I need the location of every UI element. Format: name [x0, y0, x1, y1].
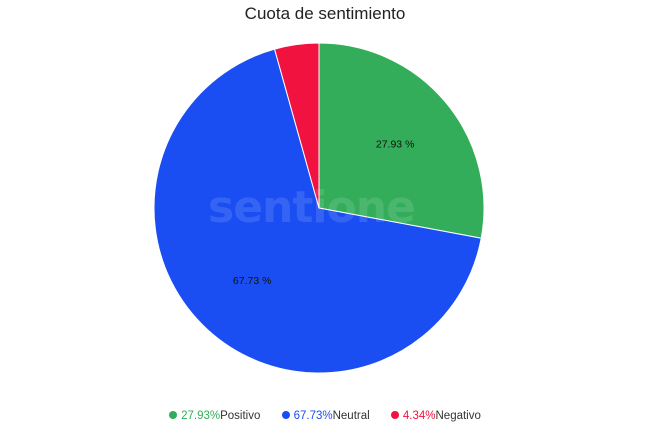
legend-item-negativo[interactable]: 4.34%Negativo	[390, 410, 481, 422]
legend-dot-positivo	[169, 411, 178, 419]
pie-slice-negativo[interactable]	[273, 42, 320, 209]
pie-slice-neutral[interactable]	[153, 48, 482, 374]
legend-pct-negativo: 4.34%	[402, 410, 436, 422]
legend-pct-positivo: 27.93%	[181, 410, 221, 422]
legend-item-neutral[interactable]: 67.73%Neutral	[281, 410, 370, 422]
chart-title: Cuota de sentimiento	[244, 4, 406, 23]
chart-legend: 27.93%Positivo 67.73%Neutral 4.34%Negati…	[0, 410, 650, 422]
legend-name-neutral: Neutral	[332, 410, 370, 422]
legend-name-positivo: Positivo	[220, 410, 261, 422]
legend-dot-negativo	[390, 411, 399, 419]
slice-label-positivo: 27.93 %	[376, 139, 415, 151]
pie-slice-positivo[interactable]	[318, 42, 485, 239]
legend-dot-neutral	[281, 411, 290, 419]
legend-item-positivo[interactable]: 27.93%Positivo	[169, 410, 260, 422]
legend-name-negativo: Negativo	[435, 410, 481, 422]
pie-slice-labels: 27.93 % 67.73 %	[233, 139, 415, 287]
legend-pct-neutral: 67.73%	[293, 410, 333, 422]
pie-slices	[153, 42, 485, 374]
slice-label-neutral: 67.73 %	[233, 275, 272, 287]
